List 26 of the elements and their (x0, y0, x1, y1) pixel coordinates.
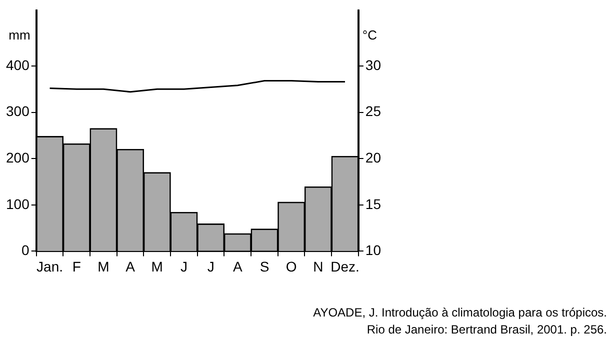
x-tick-label: Jan. (36, 258, 64, 274)
y2-tick-label: 10 (365, 242, 382, 258)
x-tick-label: M (151, 258, 163, 274)
x-tick-label: M (98, 258, 110, 274)
y2-tick-label: 20 (365, 149, 382, 166)
x-tick-label: N (313, 258, 324, 274)
x-tick-label: O (286, 258, 297, 274)
y-axis-title: mm (8, 28, 30, 43)
x-tick-label: A (126, 258, 136, 274)
x-tick-label: J (207, 258, 214, 274)
y2-axis-title: °C (362, 28, 378, 43)
x-tick-label: S (260, 258, 270, 274)
x-tick-label: A (232, 258, 243, 274)
y-tick-label: 400 (6, 56, 30, 73)
y-tick-label: 300 (6, 103, 30, 120)
x-tick-label: Dez. (330, 258, 360, 274)
y-tick-label: 200 (6, 149, 30, 166)
text: Rio de Janeiro: Bertrand Brasil, 2001. p. 256. (366, 322, 607, 336)
y-tick-label: 0 (22, 242, 30, 258)
y2-tick-label: 15 (365, 196, 382, 212)
y2-tick-label: 30 (365, 56, 382, 73)
y2-tick-label: 25 (365, 103, 382, 120)
x-tick-label: J (180, 258, 188, 274)
x-tick-label: F (72, 258, 81, 274)
y-tick-label: 100 (6, 196, 30, 212)
text: AYOADE, J. Introdução à climatologia para os trópicos. (313, 305, 607, 320)
